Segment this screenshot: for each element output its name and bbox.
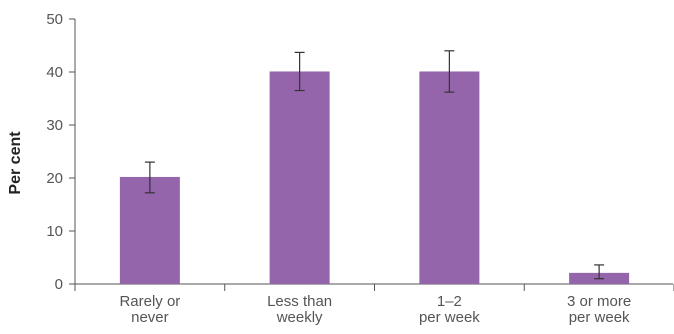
y-tick-label: 20 [46,170,63,187]
x-tick-label: never [131,309,169,326]
x-tick-label: Less than [267,293,332,310]
y-tick-label: 50 [46,11,63,28]
y-tick-label: 0 [55,276,63,293]
bar [419,71,480,284]
bar [269,71,330,284]
y-tick-label: 40 [46,64,63,81]
x-tick-label: 1–2 [437,293,462,310]
bar [119,176,180,284]
y-tick-label: 10 [46,223,63,240]
x-tick-label: Rarely or [119,293,180,310]
y-tick-label: 30 [46,117,63,134]
x-tick-label: 3 or more [567,293,631,310]
x-tick-label: weekly [276,309,323,326]
x-tick-label: per week [419,309,480,326]
x-tick-label: per week [569,309,630,326]
y-axis-title: Per cent [7,131,24,195]
